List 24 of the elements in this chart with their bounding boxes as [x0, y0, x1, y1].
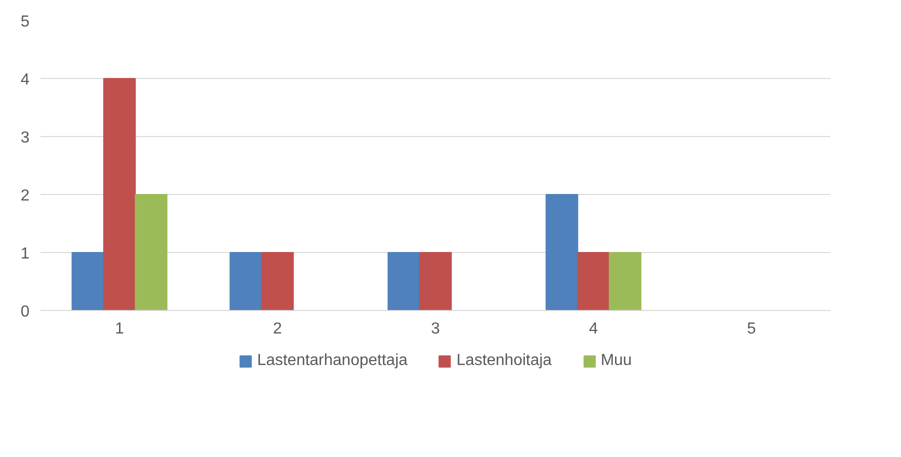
y-tick-label: 3 [20, 130, 30, 146]
bar [103, 78, 136, 310]
y-tick-label: 1 [20, 246, 30, 262]
legend-label: Muu [600, 352, 632, 370]
y-tick-label: 2 [20, 188, 30, 204]
legend-label: Lastentarhanopettaja [257, 352, 408, 370]
bar [577, 252, 610, 310]
bar [608, 252, 642, 310]
x-tick-label: 3 [431, 320, 440, 338]
bar [419, 252, 452, 310]
bar [72, 252, 104, 310]
bar [388, 252, 420, 310]
x-tick-label: 2 [273, 320, 282, 338]
y-tick-label: 4 [20, 72, 30, 88]
bar [230, 252, 262, 310]
legend-label: Lastenhoitaja [456, 352, 552, 370]
x-tick-label: 1 [115, 320, 124, 338]
bar [261, 252, 294, 310]
y-tick-label: 5 [20, 14, 30, 30]
bar [134, 194, 168, 310]
x-tick-label: 4 [589, 320, 598, 338]
bar [546, 194, 578, 310]
y-tick-label: 0 [20, 304, 30, 320]
x-tick-label: 5 [747, 320, 756, 338]
